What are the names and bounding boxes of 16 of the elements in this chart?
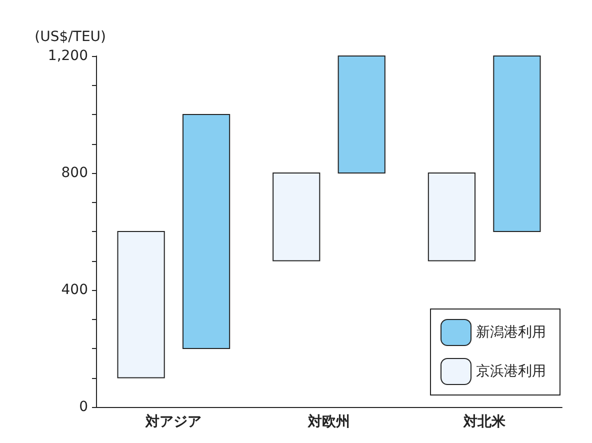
bar <box>493 56 541 232</box>
bar <box>428 172 476 262</box>
y-tick-label: 400 <box>61 282 88 298</box>
x-tick-label: 対アジア <box>144 413 202 430</box>
bar <box>117 231 165 378</box>
legend-label: 新潟港利用 <box>476 324 546 340</box>
y-tick-label: 1,200 <box>48 48 88 64</box>
bar <box>182 114 230 349</box>
x-tick-label: 対北米 <box>462 413 506 430</box>
legend-label: 京浜港利用 <box>476 364 546 380</box>
x-tick-label: 対欧州 <box>307 413 350 430</box>
y-axis-title: (US$/TEU) <box>34 29 106 45</box>
y-tick-label: 800 <box>61 165 88 181</box>
bar <box>272 172 320 262</box>
y-tick-label: 0 <box>79 399 88 415</box>
bar <box>338 56 386 174</box>
